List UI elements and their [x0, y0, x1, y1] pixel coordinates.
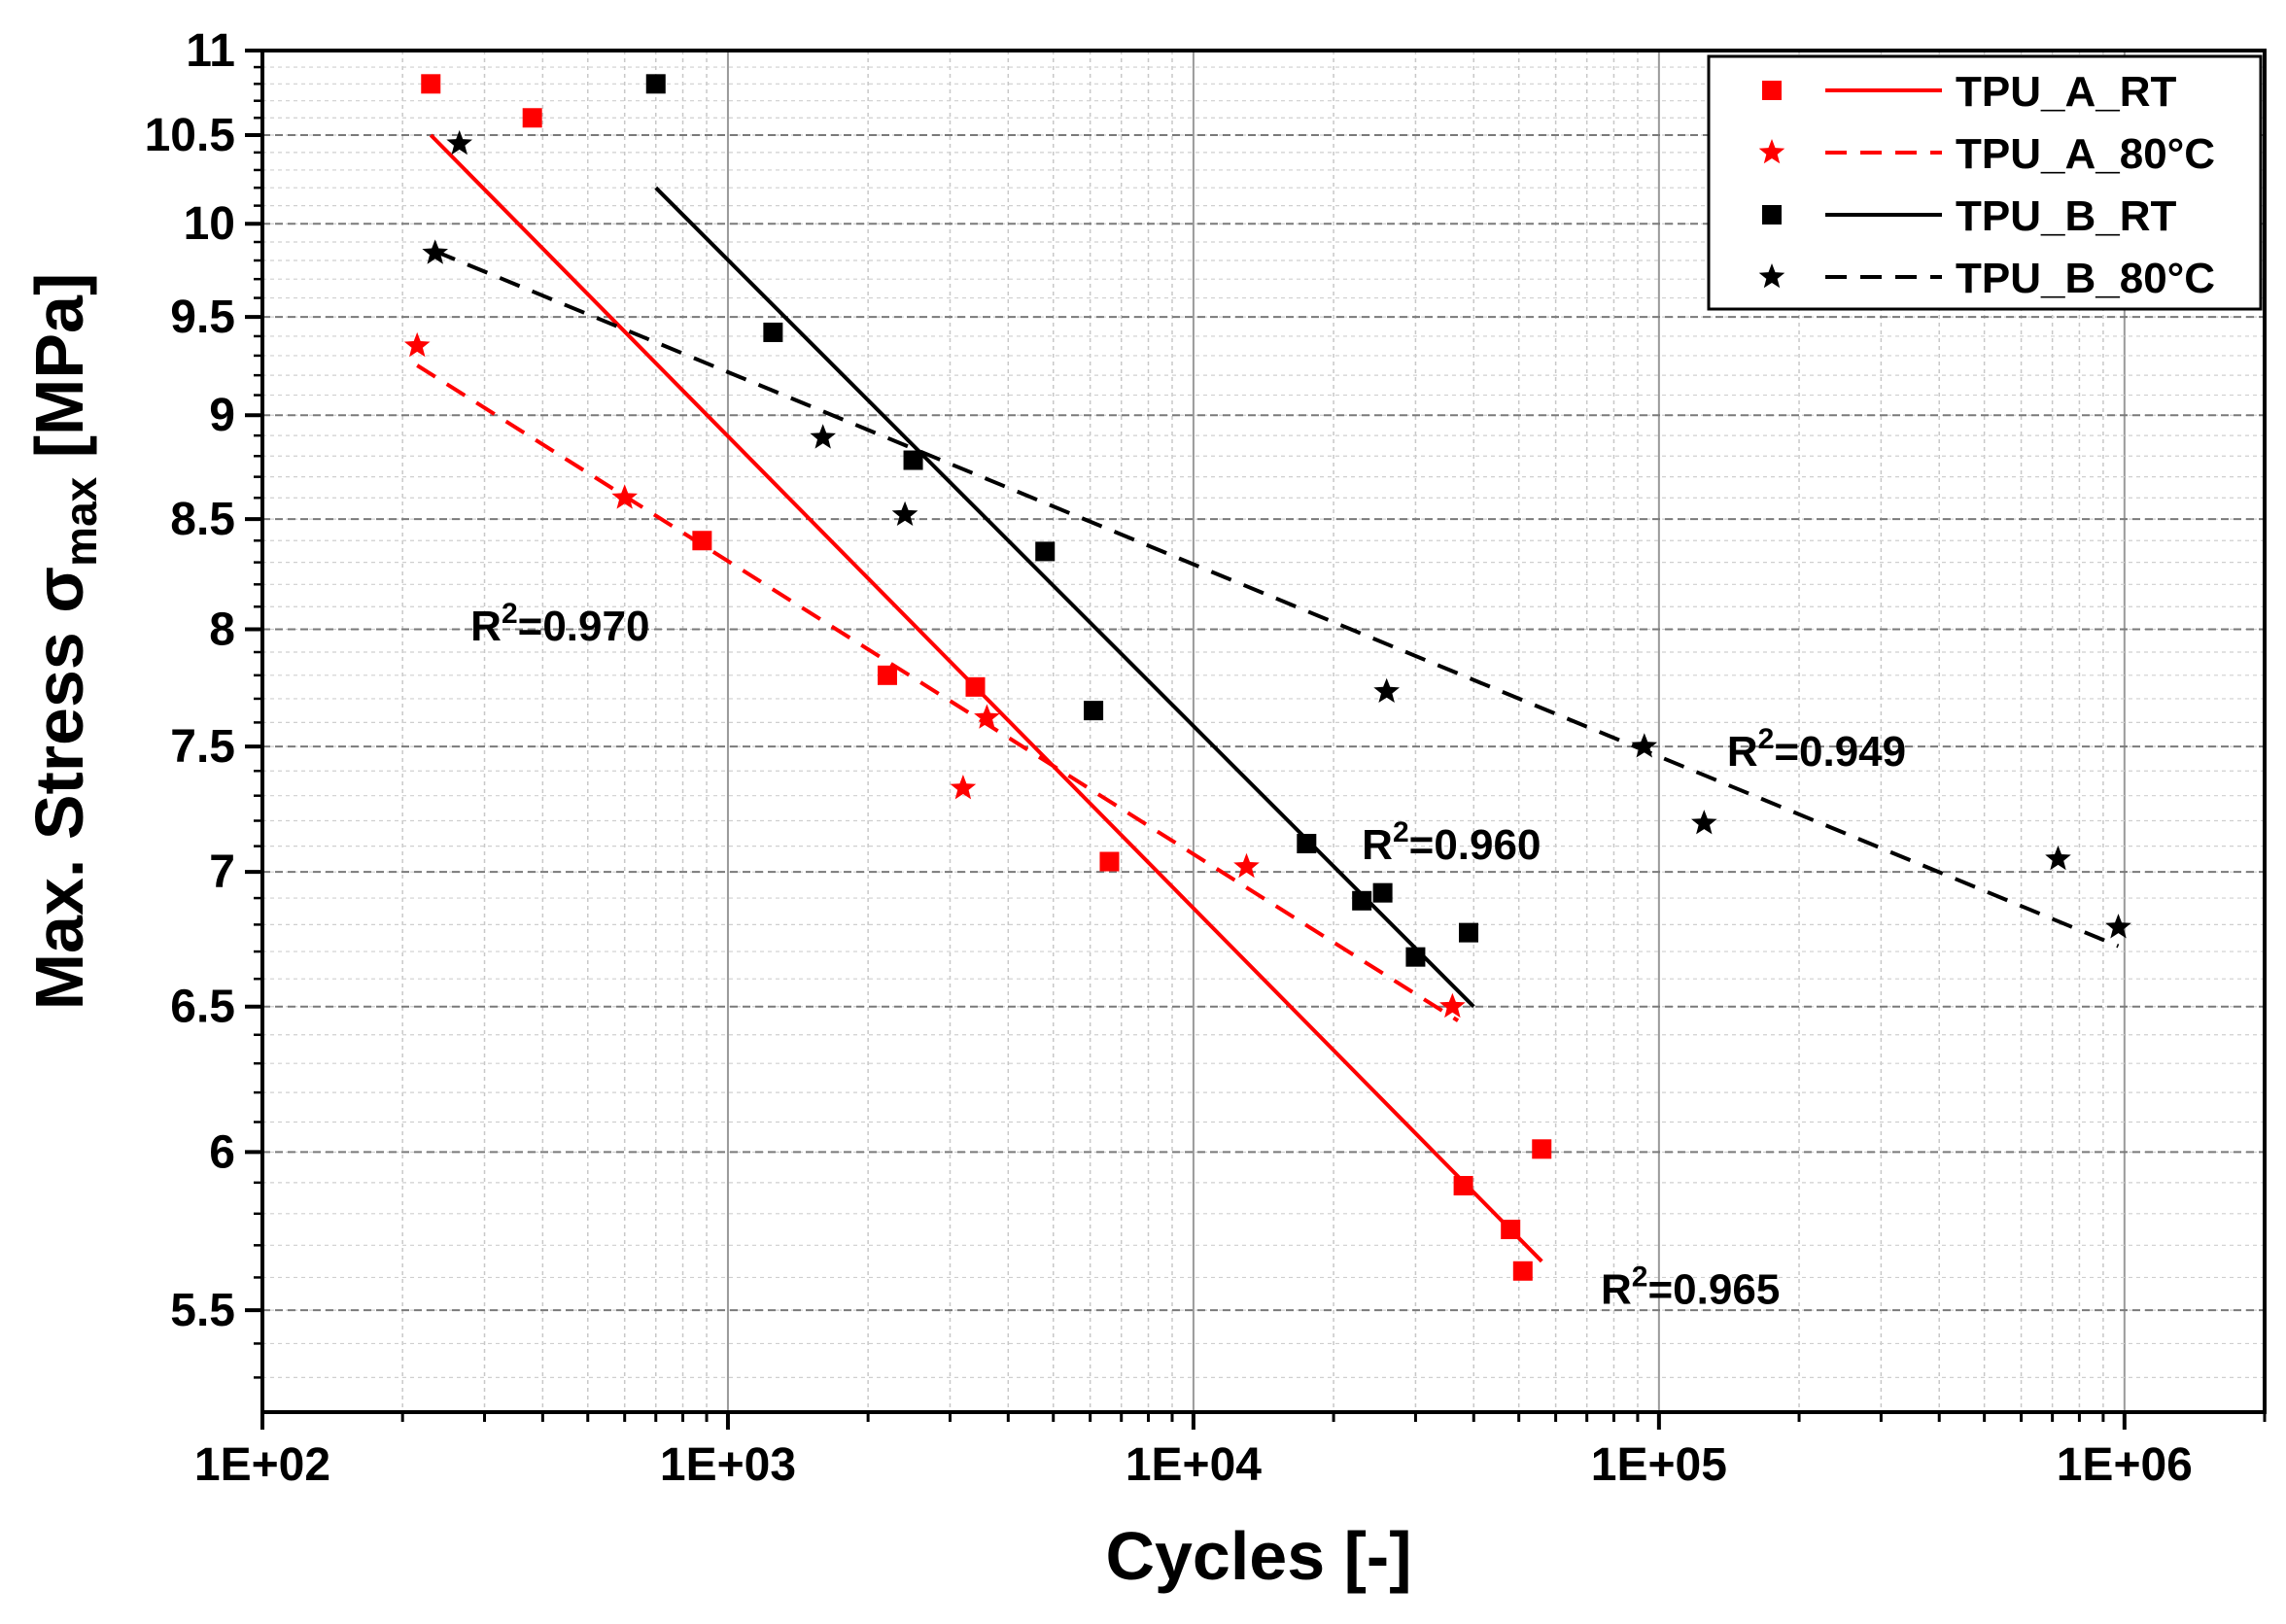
y-tick-label: 7 — [209, 847, 235, 898]
x-tick-label: 1E+03 — [660, 1439, 796, 1491]
r2-annotation: R2=0.970 — [470, 598, 649, 650]
plot-frame — [260, 49, 2267, 1414]
data-point-tpu-b-rt — [1372, 882, 1393, 903]
data-point-tpu-a-80-c — [1439, 992, 1466, 1019]
data-point-tpu-b-80-c — [1691, 810, 1717, 835]
data-point-tpu-b-80-c — [1373, 677, 1400, 703]
data-point-tpu-a-rt — [1453, 1176, 1473, 1196]
y-axis-title-unit: [MPa] — [21, 273, 97, 477]
legend-label-tpu-b-rt: TPU_B_RT — [1956, 192, 2176, 240]
x-tick-label: 1E+04 — [1126, 1439, 1262, 1491]
data-point-tpu-b-80-c — [446, 129, 472, 155]
data-point-tpu-a-rt — [1501, 1219, 1521, 1239]
r2-exponent: 2 — [502, 598, 518, 630]
y-axis-title-main: Max. Stress σ — [21, 567, 97, 1010]
data-point-tpu-b-rt — [903, 450, 923, 470]
y-tick-label: 9 — [209, 390, 235, 441]
r2-exponent: 2 — [1758, 723, 1775, 755]
fit-line-tpu-a-rt — [429, 133, 1543, 1263]
data-point-tpu-b-rt — [1459, 922, 1479, 943]
data-point-tpu-a-rt — [965, 676, 986, 697]
x-tick-label: 1E+06 — [2057, 1439, 2193, 1491]
fit-lines — [416, 133, 2120, 1263]
legend-marker-tpu-a-rt — [1762, 81, 1782, 100]
legend-label-tpu-a-rt: TPU_A_RT — [1956, 68, 2176, 116]
data-point-tpu-a-rt — [421, 74, 441, 94]
legend-label-tpu-b-80-c: TPU_B_80°C — [1956, 255, 2215, 302]
data-point-tpu-b-80-c — [2105, 914, 2131, 939]
legend-box — [1707, 54, 2263, 311]
data-point-tpu-a-rt — [1512, 1261, 1533, 1281]
r2-value: =0.965 — [1647, 1265, 1780, 1313]
data-point-tpu-a-rt — [692, 531, 712, 551]
y-tick-label: 9.5 — [170, 292, 235, 343]
r2-value: =0.970 — [518, 603, 650, 650]
data-point-tpu-a-80-c — [950, 775, 977, 800]
r2-label: R — [1727, 728, 1758, 776]
r2-exponent: 2 — [1632, 1261, 1648, 1293]
data-point-tpu-a-80-c — [403, 331, 431, 358]
y-tick-label: 8 — [209, 604, 235, 655]
data-point-tpu-b-rt — [1035, 541, 1056, 562]
r2-label: R — [1601, 1265, 1632, 1313]
data-point-tpu-b-rt — [763, 322, 783, 342]
fit-line-tpu-b-80-c — [433, 249, 2120, 949]
data-point-tpu-a-80-c — [611, 484, 638, 509]
y-tick-label: 8.5 — [170, 494, 235, 545]
data-point-tpu-a-80-c — [974, 704, 1000, 729]
legend-label-tpu-a-80-c: TPU_A_80°C — [1956, 130, 2215, 178]
data-point-tpu-b-rt — [1352, 890, 1372, 911]
axis-ticks: 1E+02 1E+03 1E+04 1E+05 1E+06 5.5 6 6.5 7 7.5 8 8.5… — [145, 25, 2267, 1491]
data-point-tpu-a-80-c — [1233, 852, 1260, 879]
legend-entries: TPU_A_RT TPU_A_80°C TPU_B_RT TPU_B_80°C — [1758, 68, 2215, 302]
x-tick-label: 1E+05 — [1591, 1439, 1727, 1491]
r2-label: R — [470, 603, 502, 650]
data-point-tpu-b-rt — [1084, 701, 1104, 721]
x-tick-label: 1E+02 — [194, 1439, 330, 1491]
y-axis-title-subscript: max — [55, 476, 106, 566]
fit-line-tpu-b-rt — [654, 186, 1475, 1009]
legend-marker-tpu-b-rt — [1762, 205, 1782, 225]
r2-label: R — [1362, 821, 1393, 869]
data-point-tpu-a-rt — [877, 665, 897, 685]
r2-annotation: R2=0.960 — [1362, 816, 1541, 869]
legend: TPU_A_RT TPU_A_80°C TPU_B_RT TPU_B_80°C — [1707, 54, 2263, 311]
legend-marker-tpu-b-80-c — [1758, 263, 1785, 289]
y-tick-label: 6 — [209, 1126, 235, 1178]
y-tick-label: 6.5 — [170, 982, 235, 1033]
data-point-tpu-b-80-c — [2045, 845, 2071, 871]
y-tick-label: 10 — [184, 198, 235, 250]
r2-exponent: 2 — [1393, 816, 1409, 848]
data-point-tpu-b-80-c — [810, 424, 836, 449]
data-point-tpu-a-rt — [522, 108, 542, 128]
r2-value: =0.960 — [1409, 821, 1541, 869]
data-point-tpu-b-rt — [1297, 834, 1317, 854]
y-axis-title: Max. Stress σmax [MPa] — [21, 273, 106, 1011]
fit-line-tpu-a-80-c — [416, 363, 1460, 1022]
data-point-tpu-b-rt — [645, 74, 666, 94]
y-tick-label: 7.5 — [170, 721, 235, 773]
r2-annotation: R2=0.965 — [1601, 1261, 1780, 1313]
data-point-tpu-a-rt — [1099, 851, 1120, 872]
r2-annotation: R2=0.949 — [1727, 723, 1906, 776]
y-tick-label: 5.5 — [170, 1285, 235, 1336]
legend-marker-tpu-a-80-c — [1758, 139, 1785, 164]
data-point-tpu-a-rt — [1532, 1139, 1552, 1159]
data-point-tpu-b-rt — [1405, 947, 1426, 967]
data-point-tpu-b-80-c — [1631, 733, 1658, 758]
data-point-tpu-b-80-c — [422, 239, 448, 264]
x-axis-title: Cycles [-] — [1105, 1518, 1411, 1594]
y-tick-label: 10.5 — [145, 110, 235, 161]
r2-value: =0.949 — [1774, 728, 1906, 776]
y-tick-label: 11 — [186, 25, 235, 77]
data-markers — [403, 74, 2131, 1281]
data-point-tpu-b-80-c — [891, 501, 918, 526]
